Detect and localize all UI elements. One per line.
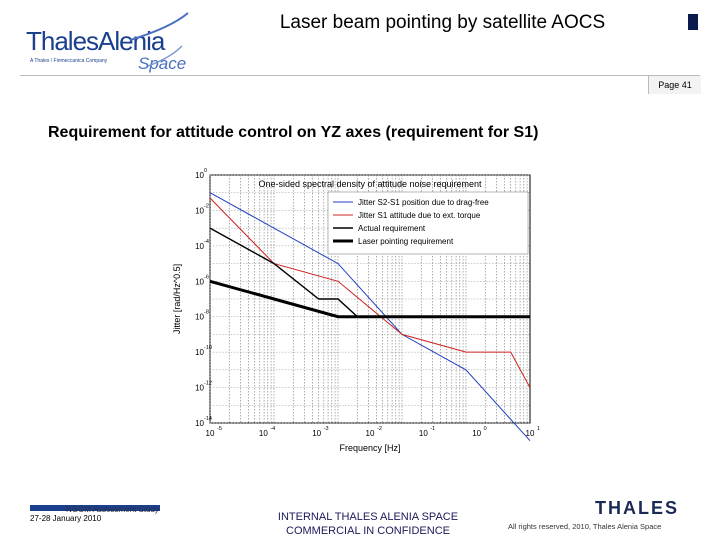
footer-date: 27-28 January 2010	[30, 514, 102, 523]
logo-tagline: A Thales / Finmeccanica Company	[30, 58, 108, 64]
x-tick-exponent: -5	[217, 426, 222, 432]
logo-wordmark: ThalesAlenia	[26, 26, 165, 56]
y-tick-label: 10	[195, 313, 204, 322]
legend-box	[327, 191, 529, 255]
y-tick-label: 10	[195, 384, 204, 393]
page-number: Page 41	[648, 76, 701, 94]
x-tick-exponent: -2	[377, 426, 382, 432]
x-tick-exponent: 1	[537, 426, 540, 432]
y-tick-exponent: -10	[204, 345, 212, 351]
series-line-4	[209, 279, 530, 319]
copyright-text: All rights reserved, 2010, Thales Alenia…	[508, 522, 662, 531]
legend-label-4: Laser pointing requirement	[358, 237, 454, 246]
y-tick-exponent: -8	[204, 310, 209, 316]
x-tick-label: 10	[259, 429, 268, 438]
x-tick-label: 10	[472, 429, 481, 438]
confidentiality-notice: INTERNAL THALES ALENIA SPACE COMMERCIAL …	[258, 510, 478, 538]
confidentiality-line-1: INTERNAL THALES ALENIA SPACE	[277, 511, 459, 523]
chart: One-sided spectral density of attitude n…	[172, 168, 540, 453]
logo-swoosh-icon	[129, 12, 189, 67]
footer-bar	[30, 505, 160, 511]
company-logo: ThalesAlenia A Thales / Finmeccanica Com…	[20, 8, 195, 73]
x-tick-label: 10	[366, 429, 375, 438]
confidentiality-line-2: COMMERCIAL IN CONFIDENCE	[286, 525, 450, 537]
legend-label-1: Jitter S2-S1 position due to drag-free	[358, 198, 489, 207]
x-tick-label: 10	[206, 429, 215, 438]
x-tick-label: 10	[419, 429, 428, 438]
corner-mark	[688, 14, 698, 30]
legend-label-3: Actual requirement	[358, 224, 426, 233]
y-tick-label: 10	[195, 206, 204, 215]
x-tick-label: 10	[526, 429, 535, 438]
logo-space: Space	[138, 54, 187, 73]
x-tick-exponent: -4	[270, 426, 275, 432]
y-tick-label: 10	[195, 277, 204, 286]
y-tick-label: 10	[195, 242, 204, 251]
y-tick-exponent: -2	[204, 203, 209, 209]
thales-logo: THALES	[595, 498, 679, 518]
y-tick-label: 10	[195, 419, 204, 428]
y-tick-exponent: -12	[204, 381, 212, 387]
x-tick-exponent: 0	[484, 426, 487, 432]
x-axis-label: Frequency [Hz]	[339, 443, 400, 453]
footer-study: NGGM Assessment Study	[66, 505, 159, 514]
y-tick-exponent: 0	[204, 168, 207, 174]
header-divider	[20, 75, 700, 76]
y-tick-exponent: -14	[204, 416, 212, 422]
y-tick-exponent: -6	[204, 274, 209, 280]
chart-title: One-sided spectral density of attitude n…	[258, 179, 482, 189]
x-tick-exponent: -1	[430, 426, 435, 432]
slide-subtitle: Requirement for attitude control on YZ a…	[48, 124, 539, 141]
y-tick-label: 10	[195, 171, 204, 180]
y-tick-exponent: -4	[204, 239, 209, 245]
y-tick-label: 10	[195, 348, 204, 357]
x-tick-exponent: -3	[324, 426, 329, 432]
y-axis-label: Jitter [rad/Hz^0.5]	[172, 264, 182, 334]
legend-label-2: Jitter S1 attitude due to ext. torque	[358, 211, 481, 220]
x-tick-label: 10	[312, 429, 321, 438]
slide-title: Laser beam pointing by satellite AOCS	[279, 12, 606, 33]
